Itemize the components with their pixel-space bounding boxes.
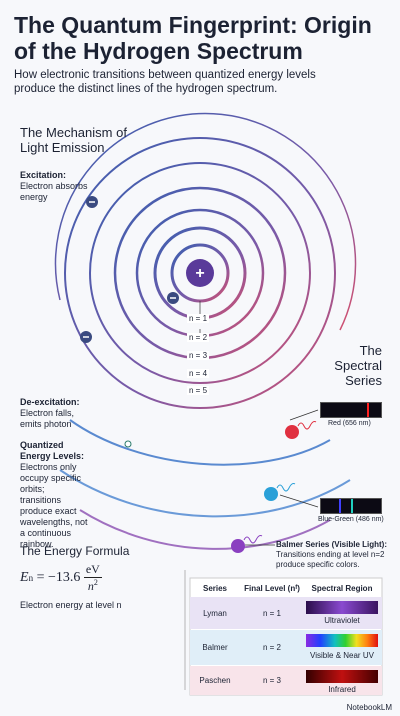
callout: Quantized Energy Levels: Electrons only o… xyxy=(20,440,88,550)
table-cell: Infrared xyxy=(328,684,356,694)
level-label: n = 4 xyxy=(187,369,210,378)
wave xyxy=(243,535,263,544)
header-sub: f xyxy=(295,585,298,591)
nucleus xyxy=(186,259,214,287)
subscript: n xyxy=(28,573,34,583)
electron-signs xyxy=(83,201,176,338)
ir-band xyxy=(306,670,378,683)
callout-text: Electron absorbs energy xyxy=(20,181,88,202)
header-text: Final Level (n xyxy=(244,583,296,593)
table-header: Final Level (n f) xyxy=(240,580,304,596)
section-heading: The Mechanism of Light Emission xyxy=(20,125,127,155)
table-cell: Ultraviolet xyxy=(324,615,360,625)
callout-label: Excitation: xyxy=(20,170,67,180)
table-header: Spectral Region xyxy=(311,583,373,593)
symbol: E xyxy=(20,570,29,585)
level-label: n = 5 xyxy=(187,386,210,395)
orbit xyxy=(64,137,336,409)
callout: De-excitation: Electron falls, emits phot… xyxy=(20,397,90,430)
callout: Balmer Series (Visible Light): Transition… xyxy=(276,540,396,570)
uv-band xyxy=(306,601,378,614)
orbit xyxy=(79,509,331,550)
denominator: n xyxy=(87,579,94,593)
callout: Excitation: Electron absorbs energy xyxy=(20,170,90,203)
callout-label: De-excitation: xyxy=(20,397,80,407)
table-cell: n = 2 xyxy=(262,643,281,652)
subtitle: How electronic transitions between quant… xyxy=(14,69,316,95)
level-label: n = 2 xyxy=(187,333,210,342)
level-label: n = 3 xyxy=(187,351,210,360)
table-cell: Visible & Near UV xyxy=(310,650,374,660)
orbits xyxy=(54,112,357,550)
table-cell: Balmer xyxy=(202,643,228,652)
callout-label: Balmer Series (Visible Light): xyxy=(276,540,387,549)
callout-label: Quantized Energy Levels: xyxy=(20,440,85,461)
spectrum-caption: Red (656 nm) xyxy=(328,420,371,427)
orbit xyxy=(59,469,351,518)
section-heading: The Spectral Series xyxy=(334,343,382,388)
leader xyxy=(289,409,319,421)
coefficient: = −13.6 xyxy=(36,570,81,585)
unit: eV xyxy=(83,562,102,578)
spectrum-blue xyxy=(320,498,382,514)
level-label: n = 1 xyxy=(187,314,210,323)
orbit xyxy=(54,112,357,331)
visible-band xyxy=(306,634,378,647)
photon-blue xyxy=(264,487,278,501)
exponent: 2 xyxy=(93,578,98,587)
table-cell: Lyman xyxy=(203,608,227,618)
wave xyxy=(297,421,317,430)
callout-text: Electron falls, emits photon xyxy=(20,408,75,429)
marker xyxy=(124,440,132,448)
table-cell: n = 3 xyxy=(262,676,281,685)
fraction: eV n2 xyxy=(83,562,102,594)
nucleus-sign: + xyxy=(195,265,204,282)
title: The Quantum Fingerprint: Origin of the H… xyxy=(14,12,372,64)
wave xyxy=(276,483,296,492)
table-cell: Paschen xyxy=(199,676,231,685)
callout-text: Transitions ending at level n=2 produce … xyxy=(276,550,385,569)
callout-text: Electrons only occupy specific orbits; t… xyxy=(20,462,88,549)
leader xyxy=(279,494,319,508)
spectrum-caption: Blue-Green (486 nm) xyxy=(318,516,384,523)
brand: NotebookLM xyxy=(346,703,392,712)
table-cell: n = 1 xyxy=(262,608,281,618)
photon-violet xyxy=(231,539,245,553)
spectrum-red xyxy=(320,402,382,418)
table-header: Series xyxy=(202,583,228,593)
header-close: ) xyxy=(297,583,300,593)
section-heading: The Energy Formula xyxy=(20,544,130,558)
formula-caption: Electron energy at level n xyxy=(20,600,122,610)
orbit xyxy=(69,419,331,466)
orbit xyxy=(89,162,311,384)
photon-red xyxy=(285,425,299,439)
